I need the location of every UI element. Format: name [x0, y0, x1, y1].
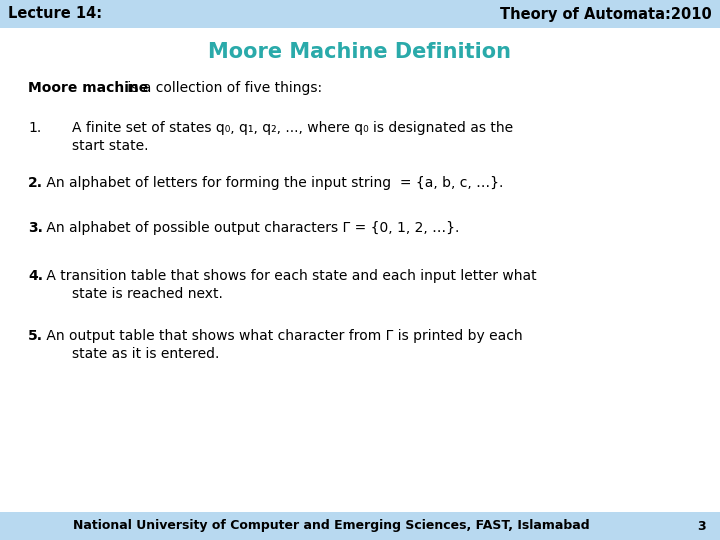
Text: 2.: 2. [28, 176, 43, 190]
Text: Lecture 14:: Lecture 14: [8, 6, 102, 22]
Text: state as it is entered.: state as it is entered. [72, 347, 220, 361]
Text: An alphabet of letters for forming the input string  = {a, b, c, …}.: An alphabet of letters for forming the i… [42, 176, 503, 190]
Text: Theory of Automata:2010: Theory of Automata:2010 [500, 6, 712, 22]
Text: start state.: start state. [72, 139, 148, 153]
FancyBboxPatch shape [0, 0, 720, 28]
Text: 1.: 1. [28, 121, 41, 135]
Text: An alphabet of possible output characters Γ = {0, 1, 2, …}.: An alphabet of possible output character… [42, 221, 459, 235]
Text: 3: 3 [698, 519, 706, 532]
Text: Moore machine: Moore machine [28, 81, 148, 95]
Text: 3.: 3. [28, 221, 43, 235]
Text: is a collection of five things:: is a collection of five things: [123, 81, 322, 95]
Text: 4.: 4. [28, 269, 43, 283]
Text: An output table that shows what character from Γ is printed by each: An output table that shows what characte… [42, 329, 523, 343]
Text: A finite set of states q₀, q₁, q₂, ..., where q₀ is designated as the: A finite set of states q₀, q₁, q₂, ..., … [72, 121, 513, 135]
Text: 5.: 5. [28, 329, 43, 343]
FancyBboxPatch shape [0, 512, 720, 540]
Text: state is reached next.: state is reached next. [72, 287, 223, 301]
Text: National University of Computer and Emerging Sciences, FAST, Islamabad: National University of Computer and Emer… [73, 519, 590, 532]
Text: A transition table that shows for each state and each input letter what: A transition table that shows for each s… [42, 269, 536, 283]
Text: Moore Machine Definition: Moore Machine Definition [209, 42, 511, 62]
